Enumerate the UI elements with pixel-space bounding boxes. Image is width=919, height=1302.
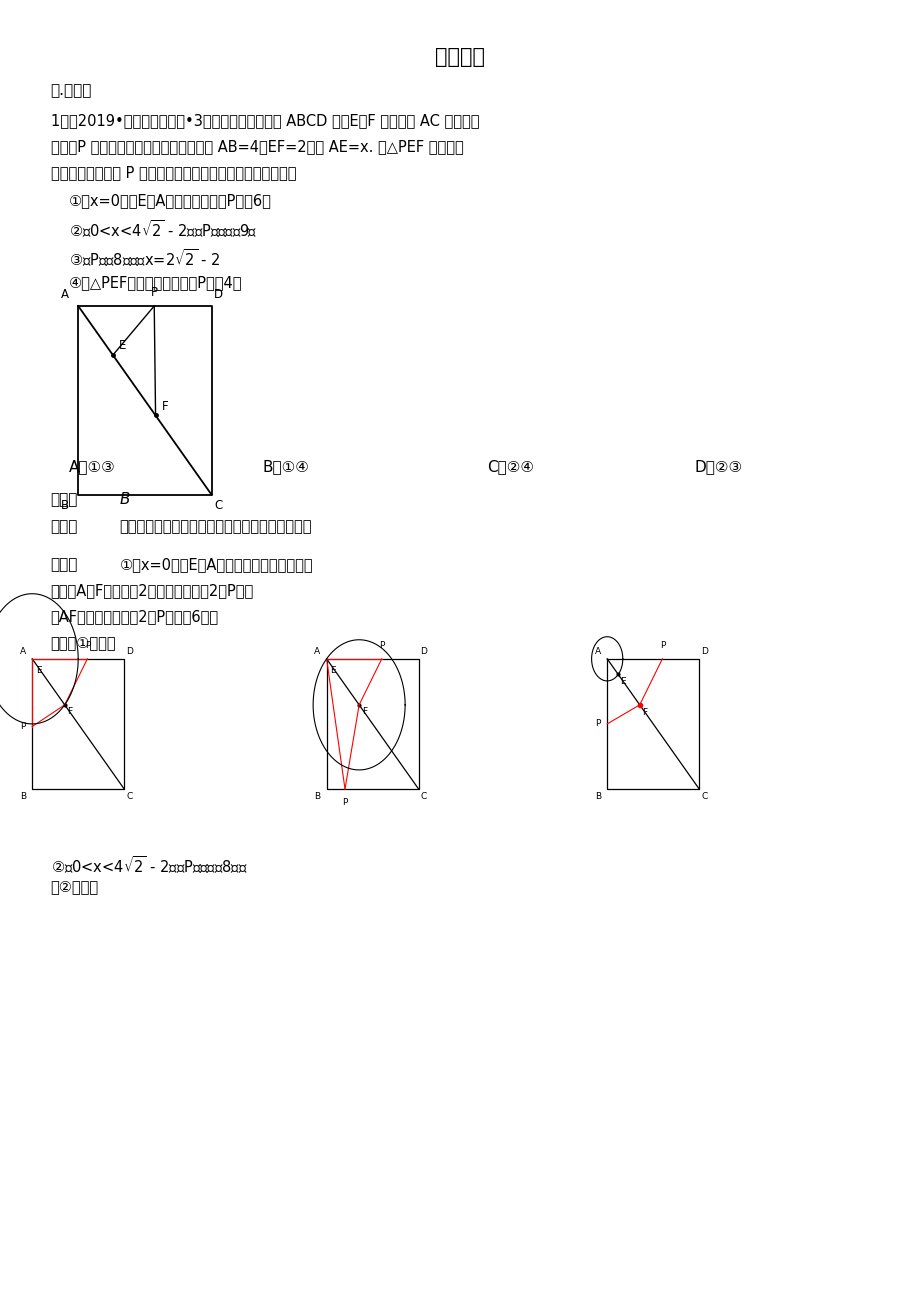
Text: P: P [85, 641, 90, 650]
Text: B: B [313, 792, 320, 801]
Text: P: P [659, 641, 664, 650]
Text: P: P [595, 720, 600, 728]
Text: E: E [119, 340, 127, 353]
Text: C: C [214, 499, 222, 512]
Text: D: D [214, 288, 223, 301]
Text: ①当x=0（即E、A两点重合）时，P点有6个: ①当x=0（即E、A两点重合）时，P点有6个 [69, 193, 272, 208]
Text: 1．（2019•黑龙江省绥化市•3分）如图，在正方形 ABCD 中，E、F 是对角线 AC 上的两个: 1．（2019•黑龙江省绥化市•3分）如图，在正方形 ABCD 中，E、F 是对… [51, 113, 479, 129]
Text: P: P [342, 798, 347, 807]
Text: 分别以A、F为圆心，2为半径画圆，各2个P点，: 分别以A、F为圆心，2为半径画圆，各2个P点， [51, 583, 254, 599]
Text: B: B [19, 792, 26, 801]
Text: ②当0<x<4$\sqrt{2}$ - 2时，P点最多有8个，: ②当0<x<4$\sqrt{2}$ - 2时，P点最多有8个， [51, 854, 247, 876]
Text: C: C [126, 792, 132, 801]
Text: ③当P点有8个时，x=2$\sqrt{2}$ - 2: ③当P点有8个时，x=2$\sqrt{2}$ - 2 [69, 247, 221, 270]
Text: E: E [36, 667, 41, 676]
Text: D: D [420, 647, 427, 656]
Text: P: P [20, 723, 26, 730]
Text: C: C [700, 792, 707, 801]
Text: 考点：: 考点： [51, 519, 78, 535]
Text: F: F [361, 707, 367, 716]
Text: B: B [119, 492, 130, 508]
Text: P: P [151, 286, 157, 299]
Text: ④当△PEF是等边三角形时，P点有4个: ④当△PEF是等边三角形时，P点有4个 [69, 275, 243, 290]
Text: E: E [329, 667, 335, 676]
Text: P: P [379, 641, 384, 650]
Text: B: B [594, 792, 600, 801]
Text: 正方形的性质，等腰三角形，等边三角形的判定。: 正方形的性质，等腰三角形，等边三角形的判定。 [119, 519, 312, 535]
Text: ①当x=0（即E、A两点重合）时，如下图，: ①当x=0（即E、A两点重合）时，如下图， [119, 557, 312, 573]
Text: C．②④: C．②④ [487, 460, 534, 475]
Text: 操作探究: 操作探究 [435, 47, 484, 66]
Text: 解析：: 解析： [51, 557, 78, 573]
Text: 所以，①正确。: 所以，①正确。 [51, 635, 116, 651]
Text: ②当0<x<4$\sqrt{2}$ - 2时，P点最多有9个: ②当0<x<4$\sqrt{2}$ - 2时，P点最多有9个 [69, 219, 257, 241]
Text: E: E [619, 677, 625, 686]
Text: A: A [61, 288, 69, 301]
Text: A: A [19, 647, 26, 656]
Text: D．②③: D．②③ [694, 460, 742, 475]
Text: D: D [126, 647, 133, 656]
Text: 角形时，下列关于 P 点个数的说法中，一定正确的是（　　）: 角形时，下列关于 P 点个数的说法中，一定正确的是（ ） [51, 165, 296, 181]
Text: A．①③: A．①③ [69, 460, 116, 475]
Text: C: C [420, 792, 426, 801]
Text: F: F [641, 707, 646, 716]
Text: A: A [594, 647, 600, 656]
Text: F: F [162, 400, 168, 413]
Text: 动点，P 是正方形四边上的任意一点，且 AB=4，EF=2，设 AE=x. 当△PEF 是等腰三: 动点，P 是正方形四边上的任意一点，且 AB=4，EF=2，设 AE=x. 当△… [51, 139, 463, 155]
Text: 以AF为直径作圆，有2个P点，共6个，: 以AF为直径作圆，有2个P点，共6个， [51, 609, 219, 625]
Text: D: D [700, 647, 708, 656]
Text: B．①④: B．①④ [262, 460, 309, 475]
Text: 答案：: 答案： [51, 492, 78, 508]
Text: A: A [313, 647, 320, 656]
Text: F: F [67, 707, 73, 716]
Text: 故②错误。: 故②错误。 [51, 879, 98, 894]
Text: B: B [61, 499, 69, 512]
Text: 一.选择题: 一.选择题 [51, 83, 92, 99]
